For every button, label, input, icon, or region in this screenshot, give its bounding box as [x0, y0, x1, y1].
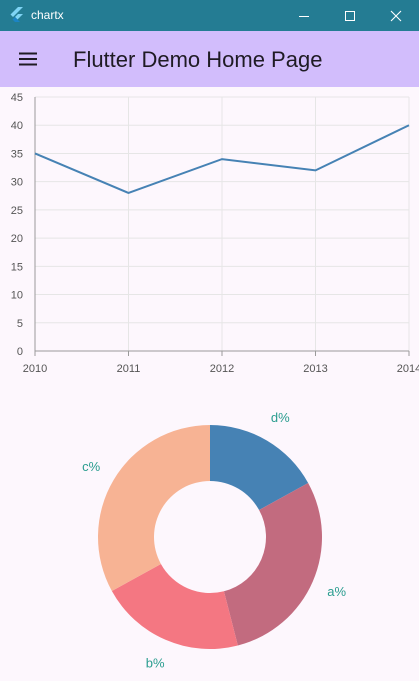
donut-label: b%: [146, 656, 165, 671]
maximize-icon: [345, 10, 355, 21]
x-tick-label: 2010: [23, 363, 47, 375]
donut-label: a%: [327, 584, 346, 599]
minimize-button[interactable]: [281, 0, 327, 31]
donut-chart: d% a% b% c%: [82, 410, 346, 671]
minimize-icon: [299, 15, 309, 17]
content-area: 0 5 10 15 20 25 30 35 40 45 2010 2011 2012 2013 2014 d…: [0, 87, 419, 681]
donut-label: d%: [271, 410, 290, 425]
x-tick-label: 2011: [117, 363, 141, 375]
page-title: Flutter Demo Home Page: [73, 47, 323, 72]
y-tick-label: 0: [17, 346, 23, 358]
menu-icon[interactable]: [16, 47, 40, 71]
window-titlebar: chartx: [0, 0, 419, 31]
y-tick-label: 30: [11, 177, 23, 189]
donut-slice-a: [223, 483, 323, 646]
close-button[interactable]: [373, 0, 419, 31]
y-tick-label: 40: [11, 120, 23, 132]
window-title: chartx: [31, 8, 64, 22]
x-tick-label: 2014: [397, 363, 419, 375]
y-tick-label: 35: [11, 148, 23, 160]
series-line: [34, 124, 410, 195]
y-tick-label: 25: [11, 205, 23, 217]
donut-label: c%: [82, 459, 101, 474]
x-tick-label: 2013: [303, 363, 327, 375]
donut-slice-d: [210, 425, 309, 511]
maximize-button[interactable]: [327, 0, 373, 31]
x-tick-label: 2012: [210, 363, 234, 375]
flutter-logo-icon: [10, 7, 23, 22]
close-icon: [390, 10, 402, 21]
donut-slice-b: [111, 563, 238, 649]
y-tick-label: 20: [11, 233, 23, 245]
y-tick-label: 10: [11, 290, 23, 302]
y-tick-label: 45: [11, 92, 23, 104]
y-tick-label: 5: [17, 318, 23, 330]
app-bar: Flutter Demo Home Page: [0, 31, 419, 87]
line-chart: 0 5 10 15 20 25 30 35 40 45 2010 2011 2012 2013 2014: [11, 92, 419, 375]
donut-slice-c: [97, 425, 210, 591]
y-tick-label: 15: [11, 261, 23, 273]
